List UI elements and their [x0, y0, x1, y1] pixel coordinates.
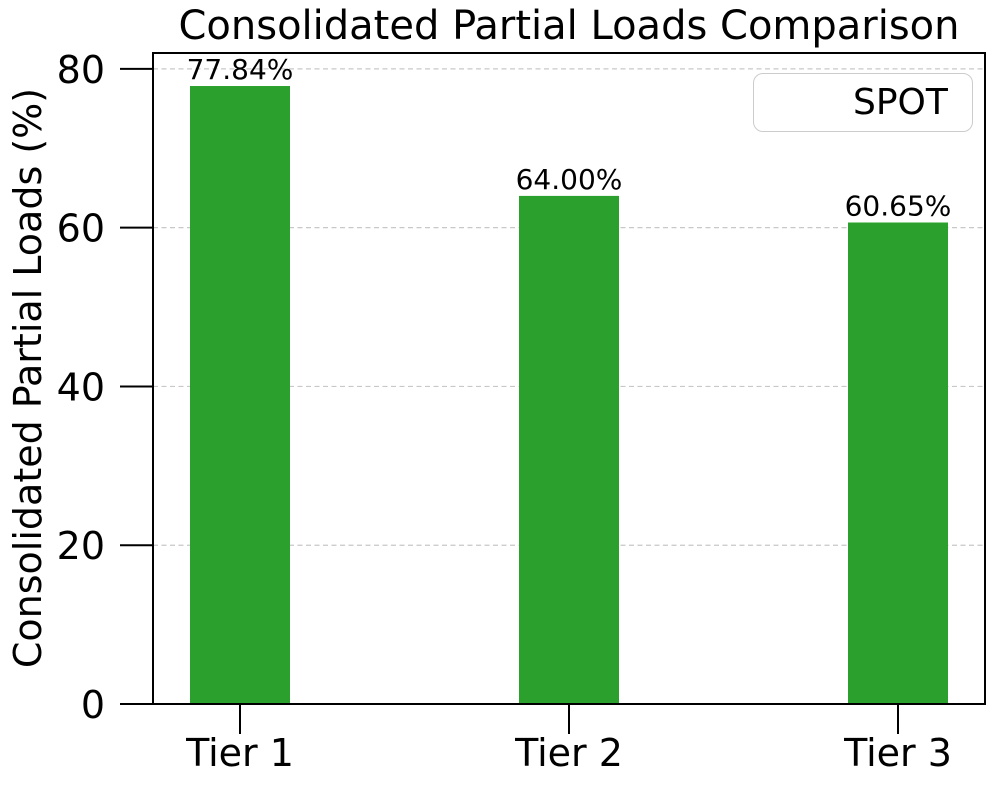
bar-tier-1	[190, 86, 290, 704]
y-tick-label: 20	[57, 524, 105, 568]
x-tick-label: Tier 1	[185, 731, 294, 775]
x-tick-label: Tier 2	[514, 731, 623, 775]
bar-value-label: 64.00%	[516, 163, 623, 196]
bar-tier-2	[519, 195, 619, 704]
chart-title: Consolidated Partial Loads Comparison	[178, 3, 960, 49]
y-tick-label: 80	[57, 48, 105, 92]
legend-label: SPOT	[853, 81, 948, 123]
y-tick-label: 40	[57, 365, 105, 409]
x-tick-label: Tier 3	[843, 731, 952, 775]
bar-value-label: 60.65%	[845, 189, 952, 222]
bar-tier-3	[848, 222, 948, 704]
legend: SPOT	[753, 73, 973, 132]
legend-swatch-spot	[767, 90, 837, 115]
bar-value-label: 77.84%	[187, 53, 294, 86]
y-tick-label: 0	[81, 683, 105, 727]
y-tick-label: 60	[57, 207, 105, 251]
